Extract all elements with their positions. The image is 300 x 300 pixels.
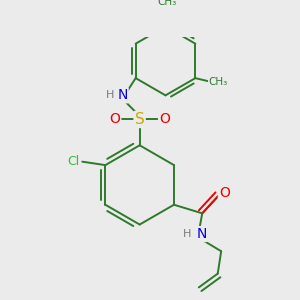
Text: CH₃: CH₃ (209, 76, 228, 87)
Text: Cl: Cl (67, 155, 80, 168)
Text: N: N (117, 88, 128, 102)
Text: CH₃: CH₃ (158, 0, 177, 7)
Text: O: O (159, 112, 170, 127)
Text: N: N (196, 227, 207, 241)
Text: H: H (106, 90, 114, 100)
Text: O: O (219, 186, 230, 200)
Text: O: O (110, 112, 120, 127)
Text: S: S (135, 112, 145, 127)
Text: H: H (183, 229, 192, 239)
